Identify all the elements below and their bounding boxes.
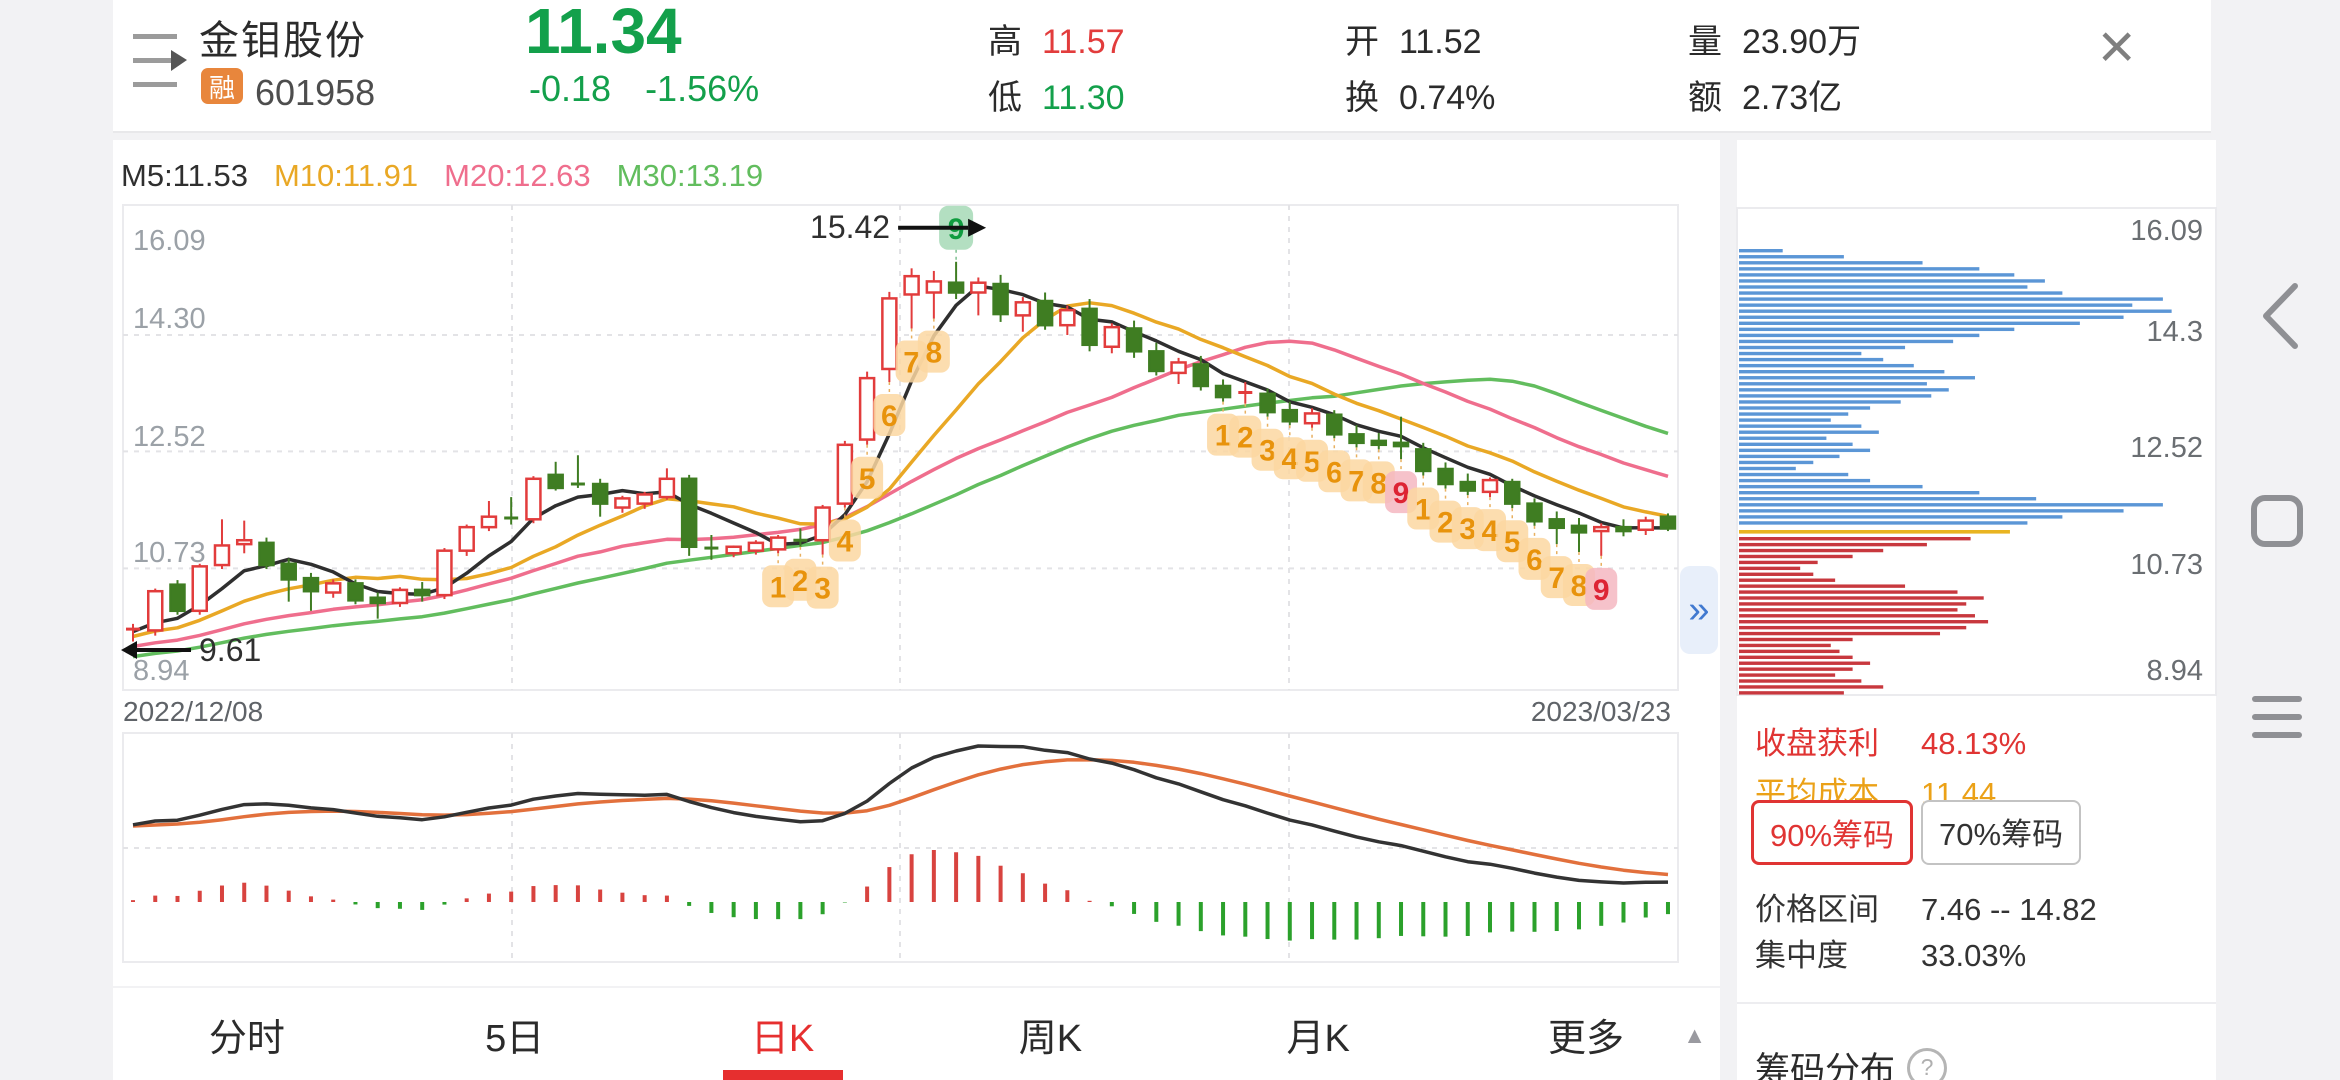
chip-stat-1: 收盘获利 48.13% — [1755, 726, 2027, 761]
stat-开: 开 11.52 — [1345, 23, 1482, 61]
chip-stat-4: 集中度 33.03% — [1755, 938, 2027, 973]
change-percent: -1.56% — [645, 68, 760, 109]
current-price: 11.34 — [525, 0, 682, 67]
ma-indicator-row: M5:11.53 M10:11.91 M20:12.63 M30:13.19 — [121, 158, 789, 194]
chip-button-70%筹码[interactable]: 70%筹码 — [1921, 800, 2082, 865]
help-icon[interactable]: ? — [1907, 1047, 1948, 1080]
chip-distribution-label: 筹码分布 — [1755, 1051, 1896, 1080]
ma-label: M5:11.53 — [121, 158, 248, 193]
macd-label: MACD:-0.34 — [121, 736, 292, 771]
switch-stock-icon[interactable] — [131, 30, 189, 94]
stat-低: 低 11.30 — [988, 79, 1125, 117]
stat-额: 额 2.73亿 — [1688, 79, 1843, 117]
macd-scale-max: 1.08 — [1602, 736, 1663, 771]
divider — [1737, 1002, 2216, 1004]
date-range-row: 2022/12/08 2023/03/23 — [123, 696, 1671, 728]
tab-月K[interactable]: 月K — [1286, 1017, 1350, 1060]
kline-panel: M5:11.53 M10:11.91 M20:12.63 M30:13.19 2022… — [113, 140, 1720, 986]
stat-换: 换 0.74% — [1345, 79, 1496, 117]
margin-badge: 融 — [201, 68, 243, 104]
price-change: -0.18 -1.56% — [529, 68, 793, 110]
ma-label: M30:13.19 — [616, 158, 764, 193]
android-recents-icon[interactable] — [2246, 692, 2310, 744]
ma-label: M20:12.63 — [444, 158, 591, 193]
period-tab-bar: 分时 5日 日K 周K 月K 更多 ▲ — [113, 988, 1720, 1080]
date-start: 2022/12/08 — [123, 696, 264, 727]
tab-日K[interactable]: 日K — [649, 988, 917, 1080]
pan-right-button[interactable]: → — [318, 790, 382, 854]
macd-label: DEA:-0.37 — [491, 736, 635, 771]
stock-name: 金钼股份 — [199, 19, 367, 63]
tab-周K[interactable]: 周K — [1018, 1017, 1083, 1060]
collapse-caret-icon[interactable]: ▲ — [1683, 1022, 1706, 1048]
pan-left-button[interactable]: ← — [171, 790, 235, 854]
stat-高: 高 11.57 — [988, 23, 1125, 61]
chip-stat-3: 价格区间 7.46 -- 14.82 — [1755, 892, 2097, 927]
ma-label: M10:11.91 — [273, 158, 419, 193]
stock-header: 金钼股份 融 601958 11.34 -0.18 -1.56% 高 11.57 低 1… — [113, 0, 2211, 133]
tab-5日[interactable]: 5日 — [485, 1017, 545, 1060]
tab-分时[interactable]: 分时 — [208, 1017, 285, 1060]
date-end: 2023/03/23 — [1530, 696, 1671, 727]
active-tab-underline — [722, 1070, 843, 1080]
tab-更多[interactable]: 更多 — [1548, 1017, 1625, 1060]
stock-code: 601958 — [255, 72, 376, 113]
chip-distribution-footer: 筹码分布 ? — [1755, 1042, 1948, 1080]
android-home-icon[interactable] — [2248, 492, 2308, 552]
macd-indicator-row: MACD:-0.34 DIFF:-0.54 DEA:-0.37 1.08 — [121, 736, 1671, 772]
close-icon[interactable]: × — [2098, 10, 2136, 82]
chip-range-buttons: 90%筹码 70%筹码 — [1751, 800, 2089, 865]
macd-label: DIFF:-0.54 — [317, 736, 466, 771]
android-back-icon[interactable] — [2250, 280, 2310, 352]
chip-button-90%筹码[interactable]: 90%筹码 — [1751, 800, 1914, 865]
change-value: -0.18 — [529, 68, 612, 109]
stat-量: 量 23.90万 — [1688, 23, 1862, 61]
chip-distribution-panel: 收盘获利 48.13% 平均成本 11.44 价格区间 7.46 -- 14.82 集中度 3… — [1737, 140, 2216, 1080]
expand-chip-panel-button[interactable]: » — [1680, 566, 1718, 654]
